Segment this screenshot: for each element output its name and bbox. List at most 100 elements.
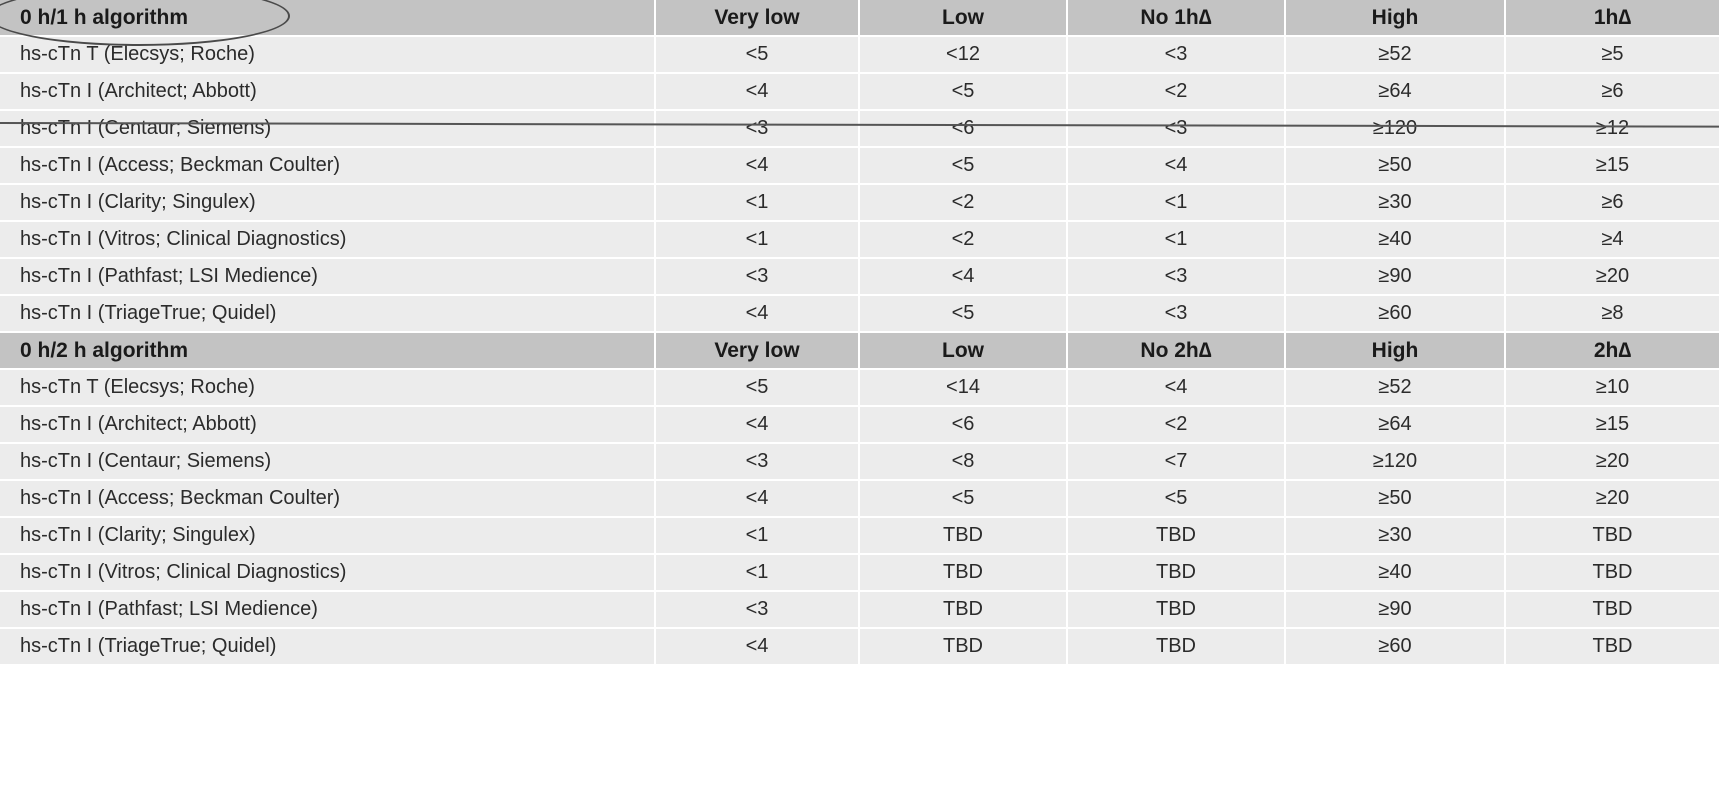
cell-assay: hs-cTn I (Architect; Abbott): [0, 74, 656, 111]
cell-assay: hs-cTn I (Clarity; Singulex): [0, 185, 656, 222]
cell-high: ≥30: [1286, 185, 1506, 222]
cell-low: <2: [860, 185, 1068, 222]
cell-low: <14: [860, 370, 1068, 407]
cell-very-low: <4: [656, 148, 860, 185]
table-row: hs-cTn I (Access; Beckman Coulter) <4 <5 <5…: [0, 481, 1719, 518]
cell-assay: hs-cTn T (Elecsys; Roche): [0, 37, 656, 74]
cell-delta: ≥6: [1506, 185, 1719, 222]
cell-very-low: <3: [656, 259, 860, 296]
cell-very-low: <3: [656, 111, 860, 148]
table-row: hs-cTn T (Elecsys; Roche) <5 <12 <3 ≥52 ≥5: [0, 37, 1719, 74]
cell-low: <12: [860, 37, 1068, 74]
cell-no-delta: <3: [1068, 259, 1286, 296]
header-cell-no-delta: No 2h∆: [1068, 333, 1286, 370]
cell-very-low: <5: [656, 37, 860, 74]
table-row: hs-cTn T (Elecsys; Roche) <5 <14 <4 ≥52 ≥10: [0, 370, 1719, 407]
cell-no-delta: <7: [1068, 444, 1286, 481]
cell-delta: ≥6: [1506, 74, 1719, 111]
table-row: hs-cTn I (TriageTrue; Quidel) <4 TBD TBD ≥60…: [0, 629, 1719, 666]
cell-low: TBD: [860, 592, 1068, 629]
cell-delta: TBD: [1506, 555, 1719, 592]
header-cell-delta: 2h∆: [1506, 333, 1719, 370]
cell-assay: hs-cTn I (Clarity; Singulex): [0, 518, 656, 555]
cell-delta: ≥10: [1506, 370, 1719, 407]
cell-no-delta: <3: [1068, 111, 1286, 148]
cell-low: <5: [860, 148, 1068, 185]
table-body: 0 h/1 h algorithm Very low Low No 1h∆ High 1h…: [0, 0, 1719, 666]
cell-high: ≥52: [1286, 370, 1506, 407]
cell-low: <6: [860, 111, 1068, 148]
header-cell-no-delta: No 1h∆: [1068, 0, 1286, 37]
table-row: hs-cTn I (Clarity; Singulex) <1 TBD TBD ≥30 T…: [0, 518, 1719, 555]
cell-no-delta: <5: [1068, 481, 1286, 518]
cell-assay: hs-cTn I (Access; Beckman Coulter): [0, 481, 656, 518]
cell-high: ≥52: [1286, 37, 1506, 74]
table-row: hs-cTn I (Architect; Abbott) <4 <6 <2 ≥64 ≥15: [0, 407, 1719, 444]
cutoff-table: 0 h/1 h algorithm Very low Low No 1h∆ High 1h…: [0, 0, 1719, 666]
cell-high: ≥50: [1286, 148, 1506, 185]
cell-delta: ≥12: [1506, 111, 1719, 148]
cell-high: ≥90: [1286, 592, 1506, 629]
cell-high: ≥64: [1286, 407, 1506, 444]
cell-no-delta: TBD: [1068, 518, 1286, 555]
table-row: hs-cTn I (Pathfast; LSI Medience) <3 TBD TB…: [0, 592, 1719, 629]
cell-high: ≥50: [1286, 481, 1506, 518]
cell-low: <5: [860, 74, 1068, 111]
cell-no-delta: TBD: [1068, 592, 1286, 629]
cell-delta: ≥4: [1506, 222, 1719, 259]
cell-high: ≥60: [1286, 296, 1506, 333]
cell-assay: hs-cTn I (Vitros; Clinical Diagnostics): [0, 555, 656, 592]
cell-delta: ≥20: [1506, 259, 1719, 296]
cell-very-low: <3: [656, 444, 860, 481]
cell-delta: TBD: [1506, 629, 1719, 666]
cell-assay: hs-cTn I (Pathfast; LSI Medience): [0, 592, 656, 629]
table-row: hs-cTn I (Access; Beckman Coulter) <4 <5 <4…: [0, 148, 1719, 185]
cell-high: ≥40: [1286, 222, 1506, 259]
cell-delta: ≥5: [1506, 37, 1719, 74]
header-cell-assay: 0 h/2 h algorithm: [0, 333, 656, 370]
cell-very-low: <1: [656, 185, 860, 222]
table-row: hs-cTn I (Architect; Abbott) <4 <5 <2 ≥64 ≥6: [0, 74, 1719, 111]
header-cell-delta: 1h∆: [1506, 0, 1719, 37]
header-cell-high: High: [1286, 333, 1506, 370]
cell-low: <6: [860, 407, 1068, 444]
cell-no-delta: <3: [1068, 296, 1286, 333]
cell-very-low: <4: [656, 481, 860, 518]
table-row: hs-cTn I (Clarity; Singulex) <1 <2 <1 ≥30 ≥6: [0, 185, 1719, 222]
cell-no-delta: <1: [1068, 222, 1286, 259]
cell-very-low: <4: [656, 407, 860, 444]
cell-high: ≥40: [1286, 555, 1506, 592]
cell-very-low: <4: [656, 296, 860, 333]
cell-very-low: <4: [656, 629, 860, 666]
table-row: hs-cTn I (Pathfast; LSI Medience) <3 <4 <3 ≥…: [0, 259, 1719, 296]
table-row: hs-cTn I (Centaur; Siemens) <3 <8 <7 ≥120 ≥20: [0, 444, 1719, 481]
cell-no-delta: <3: [1068, 37, 1286, 74]
cell-very-low: <1: [656, 222, 860, 259]
cell-assay: hs-cTn I (TriageTrue; Quidel): [0, 296, 656, 333]
cell-delta: ≥15: [1506, 407, 1719, 444]
cell-very-low: <1: [656, 518, 860, 555]
cell-no-delta: <2: [1068, 407, 1286, 444]
cell-high: ≥64: [1286, 74, 1506, 111]
cell-delta: TBD: [1506, 518, 1719, 555]
section-header-row: 0 h/2 h algorithm Very low Low No 2h∆ High 2h…: [0, 333, 1719, 370]
cell-low: TBD: [860, 555, 1068, 592]
cell-assay: hs-cTn I (Architect; Abbott): [0, 407, 656, 444]
cell-no-delta: <2: [1068, 74, 1286, 111]
cell-low: TBD: [860, 629, 1068, 666]
table-row: hs-cTn I (Centaur; Siemens) <3 <6 <3 ≥120 ≥12: [0, 111, 1719, 148]
cell-low: <2: [860, 222, 1068, 259]
cell-delta: TBD: [1506, 592, 1719, 629]
cell-assay: hs-cTn I (Vitros; Clinical Diagnostics): [0, 222, 656, 259]
cell-no-delta: TBD: [1068, 629, 1286, 666]
header-cell-very-low: Very low: [656, 0, 860, 37]
cell-delta: ≥20: [1506, 481, 1719, 518]
cell-assay: hs-cTn I (Centaur; Siemens): [0, 111, 656, 148]
cell-low: <4: [860, 259, 1068, 296]
header-cell-low: Low: [860, 333, 1068, 370]
cell-assay: hs-cTn I (TriageTrue; Quidel): [0, 629, 656, 666]
cell-assay: hs-cTn T (Elecsys; Roche): [0, 370, 656, 407]
cell-very-low: <5: [656, 370, 860, 407]
cell-high: ≥120: [1286, 444, 1506, 481]
header-cell-high: High: [1286, 0, 1506, 37]
